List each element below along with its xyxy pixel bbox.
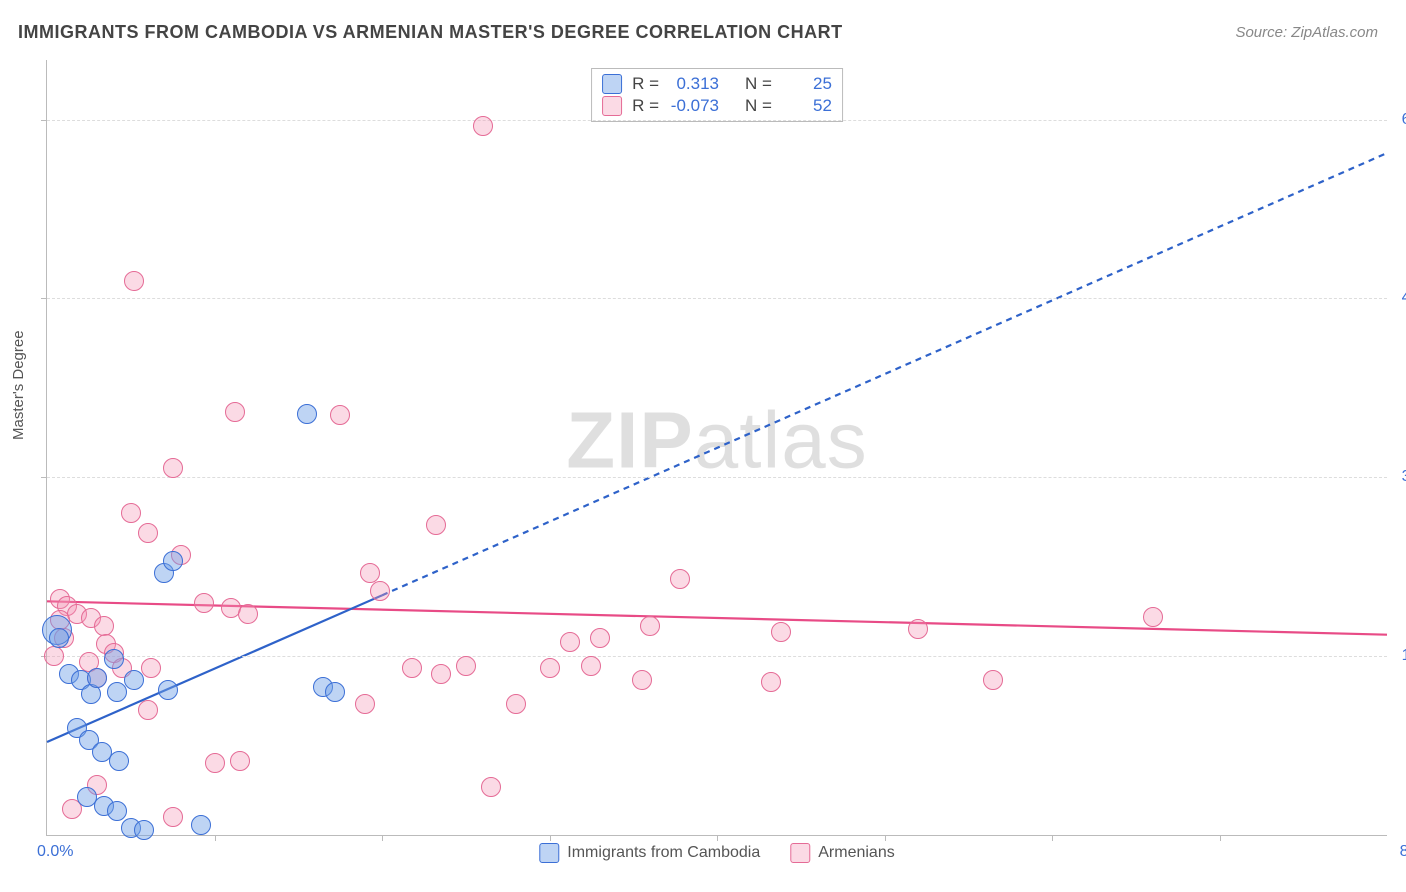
scatter-point-armenians	[138, 523, 158, 543]
scatter-point-cambodia	[104, 649, 124, 669]
x-tick	[885, 835, 886, 841]
scatter-point-cambodia	[107, 801, 127, 821]
scatter-point-cambodia	[158, 680, 178, 700]
scatter-point-armenians	[141, 658, 161, 678]
scatter-point-cambodia	[87, 668, 107, 688]
gridline	[47, 120, 1387, 121]
y-tick-label: 45.0%	[1392, 289, 1406, 307]
legend-swatch-pink	[790, 843, 810, 863]
scatter-point-cambodia	[134, 820, 154, 840]
scatter-point-armenians	[426, 515, 446, 535]
scatter-point-armenians	[431, 664, 451, 684]
scatter-point-armenians	[230, 751, 250, 771]
legend-item-cambodia: Immigrants from Cambodia	[539, 843, 760, 863]
x-axis-min-label: 0.0%	[37, 843, 73, 861]
gridline	[47, 477, 1387, 478]
y-tick-label: 60.0%	[1392, 111, 1406, 129]
x-tick	[1220, 835, 1221, 841]
scatter-point-cambodia	[107, 682, 127, 702]
scatter-plot-area: ZIPatlas R = 0.313 N = 25 R = -0.073 N =…	[46, 60, 1387, 836]
scatter-point-armenians	[360, 563, 380, 583]
scatter-point-armenians	[908, 619, 928, 639]
scatter-point-armenians	[124, 271, 144, 291]
y-tick	[41, 120, 47, 121]
y-axis-label: Master's Degree	[10, 330, 27, 440]
regression-lines	[47, 60, 1387, 835]
x-tick	[717, 835, 718, 841]
x-tick	[382, 835, 383, 841]
y-tick-label: 15.0%	[1392, 647, 1406, 665]
scatter-point-cambodia	[191, 815, 211, 835]
scatter-point-armenians	[581, 656, 601, 676]
scatter-point-armenians	[771, 622, 791, 642]
scatter-point-armenians	[163, 458, 183, 478]
scatter-point-armenians	[640, 616, 660, 636]
legend-swatch-blue	[539, 843, 559, 863]
scatter-point-armenians	[456, 656, 476, 676]
scatter-point-armenians	[632, 670, 652, 690]
scatter-point-cambodia	[109, 751, 129, 771]
scatter-point-armenians	[402, 658, 422, 678]
scatter-point-armenians	[44, 646, 64, 666]
x-tick	[550, 835, 551, 841]
x-tick	[215, 835, 216, 841]
scatter-point-armenians	[121, 503, 141, 523]
series-legend: Immigrants from Cambodia Armenians	[539, 843, 894, 863]
x-axis-max-label: 80.0%	[1400, 843, 1406, 861]
scatter-point-armenians	[560, 632, 580, 652]
scatter-point-armenians	[590, 628, 610, 648]
gridline	[47, 298, 1387, 299]
scatter-point-armenians	[370, 581, 390, 601]
scatter-point-cambodia	[124, 670, 144, 690]
scatter-point-cambodia	[325, 682, 345, 702]
scatter-point-armenians	[506, 694, 526, 714]
y-tick	[41, 477, 47, 478]
scatter-point-armenians	[761, 672, 781, 692]
scatter-point-armenians	[225, 402, 245, 422]
scatter-point-armenians	[205, 753, 225, 773]
scatter-point-cambodia	[163, 551, 183, 571]
scatter-point-cambodia	[297, 404, 317, 424]
scatter-point-armenians	[540, 658, 560, 678]
y-tick	[41, 298, 47, 299]
scatter-point-armenians	[983, 670, 1003, 690]
scatter-point-armenians	[163, 807, 183, 827]
x-tick	[1052, 835, 1053, 841]
gridline	[47, 656, 1387, 657]
scatter-point-armenians	[1143, 607, 1163, 627]
legend-label-cambodia: Immigrants from Cambodia	[567, 844, 760, 862]
chart-title: IMMIGRANTS FROM CAMBODIA VS ARMENIAN MAS…	[18, 22, 843, 43]
source-label: Source: ZipAtlas.com	[1235, 24, 1378, 41]
scatter-point-armenians	[670, 569, 690, 589]
legend-label-armenians: Armenians	[818, 844, 894, 862]
scatter-point-armenians	[238, 604, 258, 624]
scatter-point-armenians	[330, 405, 350, 425]
scatter-point-armenians	[194, 593, 214, 613]
scatter-point-armenians	[473, 116, 493, 136]
y-tick-label: 30.0%	[1392, 468, 1406, 486]
scatter-point-armenians	[138, 700, 158, 720]
scatter-point-armenians	[481, 777, 501, 797]
legend-item-armenians: Armenians	[790, 843, 894, 863]
scatter-point-armenians	[355, 694, 375, 714]
regression-line	[382, 153, 1387, 595]
scatter-point-cambodia	[49, 628, 69, 648]
